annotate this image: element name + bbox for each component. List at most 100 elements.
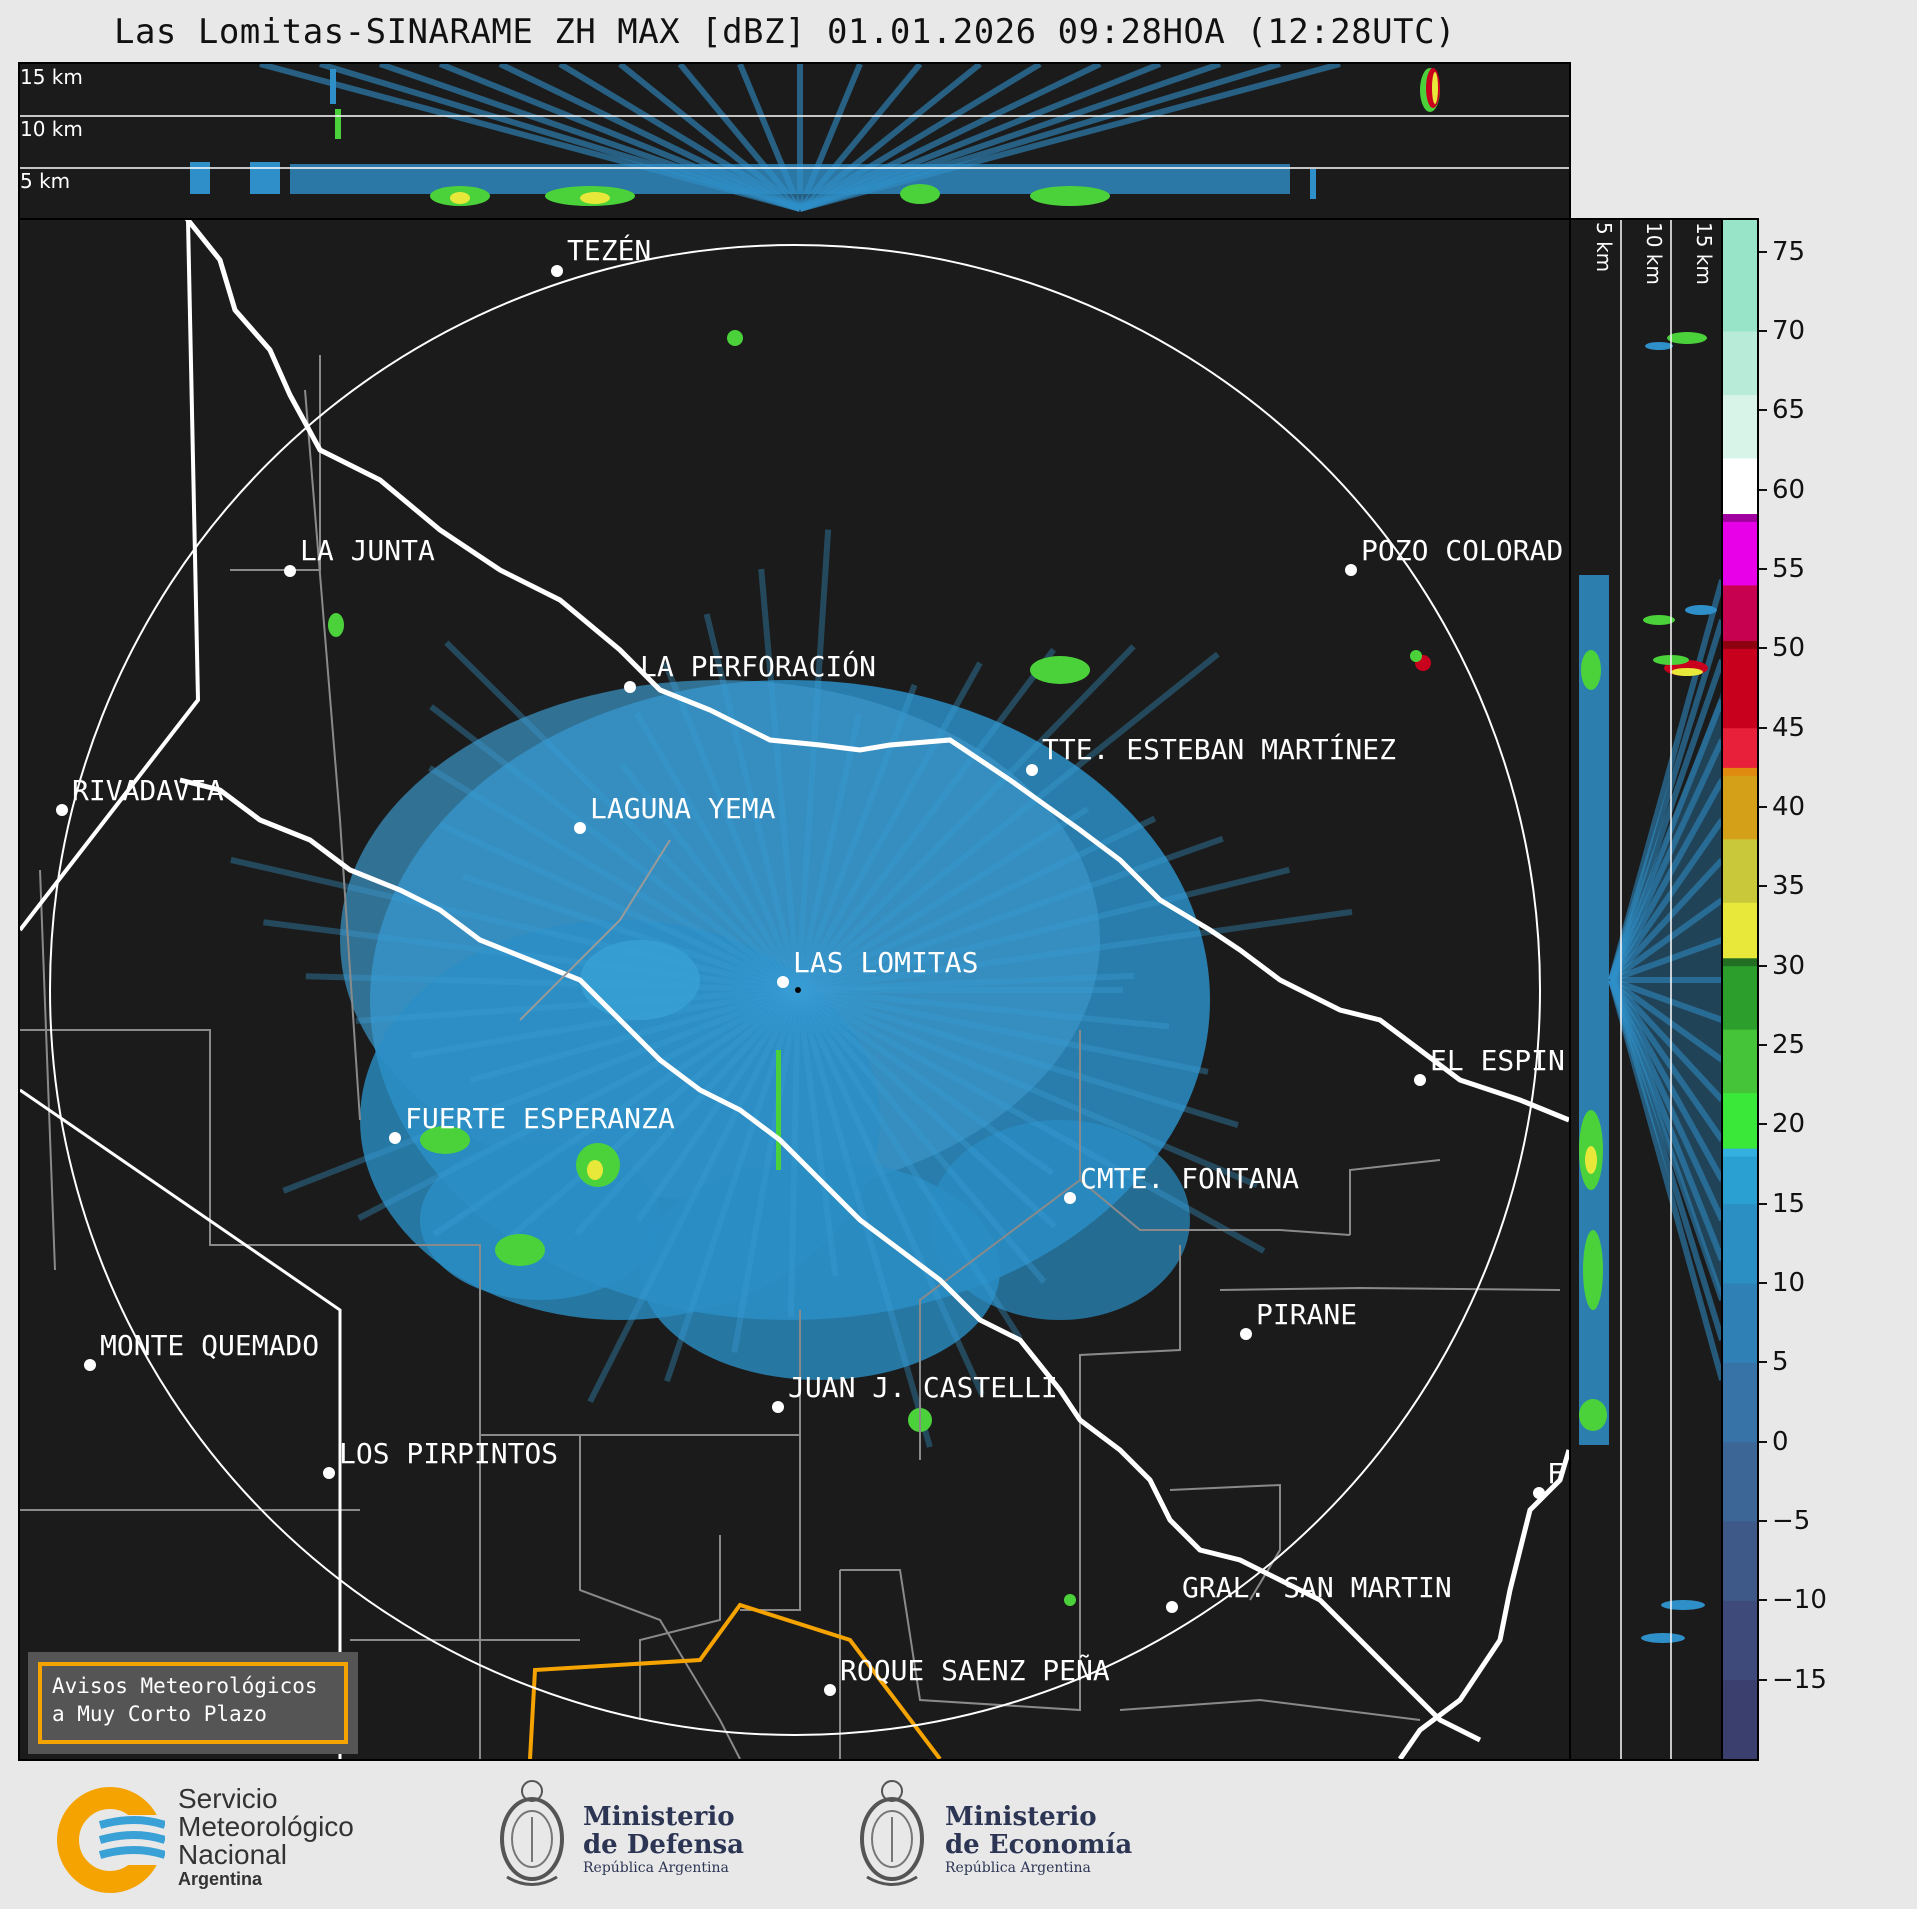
colorbar-tick-label: 45 <box>1772 712 1806 743</box>
city-label-la-perforacion[interactable]: LA PERFORACIÓN <box>640 649 876 683</box>
side-ray <box>1609 977 1722 1063</box>
city-dot-juan-j-castelli <box>772 1401 784 1413</box>
smn-logo-icon <box>57 1787 165 1893</box>
colorbar-segment <box>1723 331 1757 396</box>
city-label-la-junta[interactable]: LA JUNTA <box>300 534 435 567</box>
colorbar-tick-mark <box>1759 885 1767 888</box>
radar-ray <box>796 651 1220 993</box>
smn-line1: Servicio <box>178 1783 278 1814</box>
city-label-formosa[interactable]: F <box>1547 1457 1564 1490</box>
city-label-tezen[interactable]: TEZÉN <box>567 233 651 267</box>
avisos-box[interactable]: Avisos Meteorológicos a Muy Corto Plazo <box>28 1652 358 1754</box>
colorbar-segment <box>1723 775 1757 840</box>
colorbar-tick-label: −5 <box>1772 1506 1811 1536</box>
city-dot-cmte-fontana <box>1064 1192 1076 1204</box>
economia-line3: República Argentina <box>945 1860 1091 1876</box>
radar-ray <box>662 661 801 992</box>
city-label-pozo-colorado[interactable]: POZO COLORAD <box>1361 534 1563 567</box>
radar-ray <box>432 987 800 1237</box>
city-dot-las-lomitas <box>777 976 789 988</box>
city-label-juan-j-castelli[interactable]: JUAN J. CASTELLI <box>788 1371 1058 1404</box>
radar-ray <box>796 987 1259 1189</box>
defensa-line3: República Argentina <box>583 1860 729 1876</box>
city-label-laguna-yema[interactable]: LAGUNA YEMA <box>590 792 776 825</box>
city-label-fuerte-esperanza[interactable]: FUERTE ESPERANZA <box>405 1102 675 1135</box>
colorbar-tick-mark <box>1759 1440 1767 1443</box>
colorbar-tick-mark <box>1759 330 1767 333</box>
colorbar-svg <box>1723 220 1757 1759</box>
radar-ray <box>795 647 1056 992</box>
colorbar-tick-label: 30 <box>1772 950 1806 981</box>
colorbar-tick-label: 70 <box>1772 316 1806 347</box>
side-ray <box>1608 738 1722 982</box>
radar-ray <box>703 613 801 991</box>
city-dot-la-junta <box>284 565 296 577</box>
colorbar-segment <box>1723 1362 1757 1443</box>
avisos-line2: a Muy Corto Plazo <box>52 1702 267 1726</box>
radar-ray <box>505 987 800 1242</box>
colorbar-segment <box>1723 584 1757 641</box>
city-label-las-lomitas[interactable]: LAS LOMITAS <box>793 946 978 979</box>
radar-ray <box>263 919 799 993</box>
colorbar-segment <box>1723 957 1757 967</box>
colorbar-tick-mark <box>1759 1599 1767 1602</box>
colorbar-tick-mark <box>1759 568 1767 571</box>
footer: Servicio Meteorológico Nacional Argentin… <box>0 1763 1917 1909</box>
orange-boundary <box>528 1602 942 1759</box>
radar-map-svg: TEZÉN LA JUNTA POZO COLORAD LA PERFORACI… <box>20 220 1569 1759</box>
radar-ray <box>797 987 1239 1128</box>
defensa-seal-icon <box>500 1780 564 1886</box>
dbz-colorbar <box>1721 218 1759 1761</box>
colorbar-tick-mark <box>1759 726 1767 729</box>
colorbar-tick-label: 0 <box>1772 1426 1789 1457</box>
radar-ray <box>796 815 1157 993</box>
city-dot-pirane <box>1240 1328 1252 1340</box>
colorbar-segment <box>1723 648 1757 729</box>
colorbar-tick-mark <box>1759 647 1767 650</box>
colorbar-tick-label: 55 <box>1772 554 1806 585</box>
side-ray <box>1608 778 1722 982</box>
colorbar-tick-mark <box>1759 1520 1767 1522</box>
colorbar-tick-label: 75 <box>1772 236 1806 267</box>
river-parana <box>1397 1449 1569 1759</box>
colorbar-segment <box>1723 1600 1757 1681</box>
colorbar-segment <box>1723 1679 1757 1759</box>
radar-ray <box>795 529 832 991</box>
top-echo-band <box>190 68 1440 206</box>
radar-ray <box>795 987 1057 1229</box>
city-label-pirane[interactable]: PIRANE <box>1256 1298 1357 1331</box>
side-alt-label-15km: 15 km <box>1692 222 1716 285</box>
side-ray <box>1608 818 1722 982</box>
city-dot-los-pirpintos <box>323 1467 335 1479</box>
colorbar-tick-label: 40 <box>1772 792 1806 823</box>
radar-ray <box>795 661 983 992</box>
city-label-tte-esteban-martinez[interactable]: TTE. ESTEBAN MARTÍNEZ <box>1042 732 1396 766</box>
city-label-el-espinillo[interactable]: EL ESPIN <box>1430 1044 1565 1077</box>
colorbar-tick-mark <box>1759 1044 1767 1047</box>
radar-ray <box>731 989 801 1353</box>
city-label-cmte-fontana[interactable]: CMTE. FONTANA <box>1080 1162 1299 1195</box>
colorbar-segment <box>1723 640 1757 649</box>
top-cross-section-svg: 15 km 10 km 5 km <box>20 64 1569 212</box>
radar-ray <box>758 568 801 991</box>
colorbar-segment <box>1723 220 1757 332</box>
colorbar-segment <box>1723 513 1757 522</box>
city-label-monte-quemado[interactable]: MONTE QUEMADO <box>100 1329 319 1362</box>
city-label-gral-san-martin[interactable]: GRAL. SAN MARTIN <box>1182 1571 1452 1604</box>
city-label-los-pirpintos[interactable]: LOS PIRPINTOS <box>339 1437 558 1470</box>
colorbar-tick-label: 5 <box>1772 1347 1789 1378</box>
colorbar-tick-mark <box>1759 250 1767 253</box>
alt-label-15km: 15 km <box>20 65 83 89</box>
city-label-roque-saenz-pena[interactable]: ROQUE SAENZ PEÑA <box>840 1653 1110 1687</box>
city-label-rivadavia[interactable]: RIVADAVIA <box>72 774 224 807</box>
radar-ray <box>634 712 801 992</box>
radar-ray <box>587 988 801 1404</box>
radar-ray <box>797 908 1353 993</box>
radar-map[interactable]: TEZÉN LA JUNTA POZO COLORAD LA PERFORACI… <box>18 218 1571 1761</box>
page-title: Las Lomitas-SINARAME ZH MAX [dBZ] 01.01.… <box>113 12 1457 52</box>
radar-ray <box>797 987 1170 1030</box>
radar-ray <box>439 822 800 993</box>
side-ray <box>1609 897 1722 983</box>
radar-ray <box>619 762 801 992</box>
radar-ray <box>795 683 918 992</box>
